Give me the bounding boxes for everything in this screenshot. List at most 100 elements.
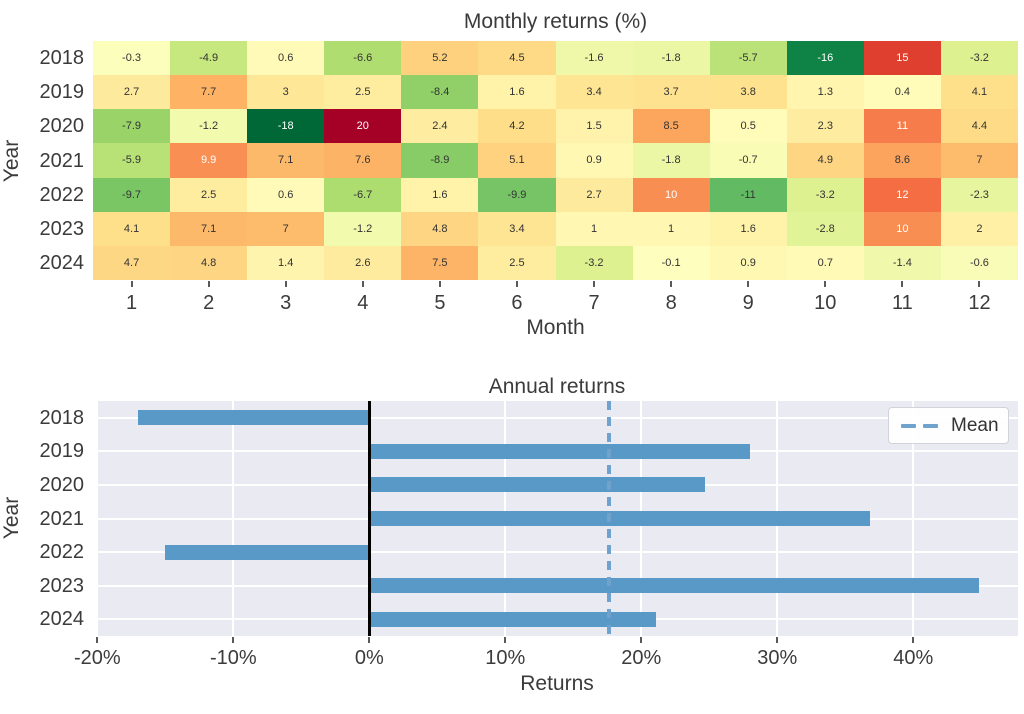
month-tick-mark [207, 281, 210, 287]
year-tick-label: 2024 [39, 251, 85, 274]
year-tick-label: 2020 [39, 115, 85, 138]
month-tick-mark [978, 281, 981, 287]
month-tick-label: 11 [891, 292, 913, 314]
bar-2022 [165, 544, 370, 560]
heatmap-cell: 11 [863, 109, 941, 144]
heatmap-cell: -1.4 [863, 245, 941, 280]
heatmap-cell: 4.1 [93, 211, 171, 246]
heatmap-cell: 2.5 [324, 75, 402, 110]
year-tick-label: 2018 [39, 47, 85, 70]
heatmap-cell: 7.7 [170, 75, 248, 110]
heatmap-cell: 0.7 [786, 245, 864, 280]
y-tick-label: 2018 [39, 406, 85, 429]
heatmap-cell: 4.2 [478, 109, 556, 144]
bar-2020 [369, 477, 706, 493]
heatmap-cell: 4.4 [940, 109, 1018, 144]
heatmap-xlabel: Month [526, 316, 585, 339]
y-tick-label: 2021 [39, 507, 85, 530]
month-tick-label: 5 [434, 292, 446, 314]
heatmap-cell: 5.1 [478, 143, 556, 178]
heatmap-cell: 1.6 [401, 177, 479, 212]
month-tick-label: 4 [357, 292, 369, 314]
heatmap-cell: 1 [555, 211, 633, 246]
heatmap-cell: -3.2 [786, 177, 864, 212]
x-tick-label: 30% [757, 647, 798, 669]
month-tick-label: 8 [665, 292, 677, 314]
bar-2019 [369, 443, 751, 459]
heatmap-cell: -1.6 [555, 41, 633, 76]
heatmap-cell: -2.8 [786, 211, 864, 246]
heatmap-cell: -0.3 [93, 41, 171, 76]
heatmap-cell: -5.9 [93, 143, 171, 178]
x-tick-mark [96, 637, 99, 643]
heatmap-cell: 4.5 [478, 41, 556, 76]
heatmap-cell: -3.2 [940, 41, 1018, 76]
month-tick-mark [284, 281, 287, 287]
y-tick-label: 2024 [39, 608, 85, 631]
heatmap-cell: -1.2 [170, 109, 248, 144]
heatmap-cell: 10 [632, 177, 710, 212]
heatmap-cell: -1.8 [632, 143, 710, 178]
heatmap-cell: 3.4 [478, 211, 556, 246]
month-tick-label: 3 [280, 292, 292, 314]
heatmap-cell: 4.8 [401, 211, 479, 246]
mean-dash-icon [901, 423, 916, 428]
heatmap-cell: 3.4 [555, 75, 633, 110]
month-tick-mark [438, 281, 441, 287]
month-tick-mark [515, 281, 518, 287]
heatmap-cell: 0.4 [863, 75, 941, 110]
heatmap-title: Monthly returns (%) [463, 10, 648, 33]
monthly-returns-heatmap: -0.3 -4.9 0.6 -6.6 5.2 4.5 -1.6 -1.8 -5.7 -16 15 -3… [93, 41, 1018, 280]
year-tick-label: 2023 [39, 217, 85, 240]
heatmap-cell: 4.8 [170, 245, 248, 280]
month-tick-mark [747, 281, 750, 287]
x-tick-mark [640, 637, 643, 643]
heatmap-cell: -11 [709, 177, 787, 212]
month-tick-mark [670, 281, 673, 287]
month-tick-mark [130, 281, 133, 287]
month-tick-mark [593, 281, 596, 287]
heatmap-cell: 2.4 [401, 109, 479, 144]
month-tick-mark [901, 281, 904, 287]
heatmap-cell: 12 [863, 177, 941, 212]
gridline [96, 551, 1018, 554]
heatmap-cell: 0.9 [709, 245, 787, 280]
y-tick-label: 2019 [39, 440, 85, 463]
heatmap-cell: 4.1 [940, 75, 1018, 110]
x-tick-mark [504, 637, 507, 643]
heatmap-cell: -0.6 [940, 245, 1018, 280]
year-tick-label: 2021 [39, 149, 85, 172]
heatmap-cell: -6.6 [324, 41, 402, 76]
x-tick-label: 40% [893, 647, 934, 669]
heatmap-cell: 1 [632, 211, 710, 246]
legend: Mean [888, 407, 1009, 444]
barchart-xlabel: Returns [520, 672, 594, 695]
heatmap-cell: -2.3 [940, 177, 1018, 212]
heatmap-cell: 1.6 [478, 75, 556, 110]
heatmap-cell: 7.1 [247, 143, 325, 178]
heatmap-cell: 2.5 [170, 177, 248, 212]
y-tick-label: 2022 [39, 541, 85, 564]
heatmap-cell: 10 [863, 211, 941, 246]
heatmap-cell: -9.7 [93, 177, 171, 212]
heatmap-cell: -1.2 [324, 211, 402, 246]
bar-2021 [369, 511, 870, 526]
heatmap-cell: -8.4 [401, 75, 479, 110]
y-tick-label: 2023 [39, 574, 85, 597]
heatmap-cell: -0.1 [632, 245, 710, 280]
heatmap-cell: 3 [247, 75, 325, 110]
heatmap-cell: -9.9 [478, 177, 556, 212]
x-tick-label: 10% [485, 647, 526, 669]
heatmap-cell: -5.7 [709, 41, 787, 76]
heatmap-cell: 9.9 [170, 143, 248, 178]
zero-line [367, 401, 371, 636]
heatmap-cell: 1.4 [247, 245, 325, 280]
heatmap-cell: 7 [940, 143, 1018, 178]
heatmap-cell: 2.5 [478, 245, 556, 280]
heatmap-cell: 0.6 [247, 177, 325, 212]
month-tick-label: 12 [968, 292, 991, 314]
month-tick-mark [824, 281, 827, 287]
heatmap-cell: 7 [247, 211, 325, 246]
gridline [96, 416, 1018, 419]
